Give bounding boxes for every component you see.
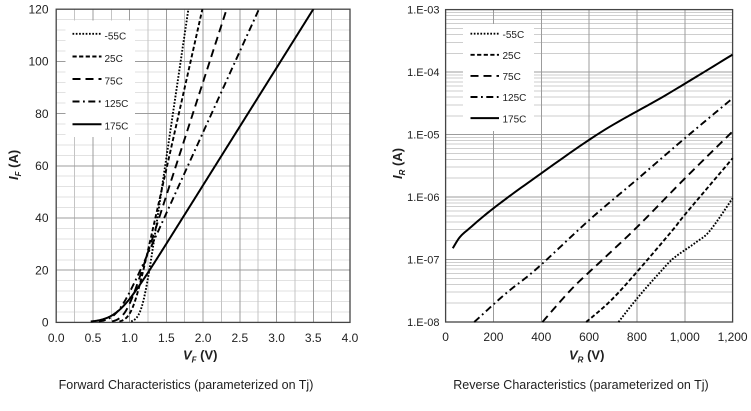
svg-text:200: 200 xyxy=(483,330,503,344)
svg-text:-55C: -55C xyxy=(105,31,127,42)
svg-text:3.5: 3.5 xyxy=(305,331,322,345)
svg-text:1,200: 1,200 xyxy=(718,330,748,344)
svg-text:VF (V): VF (V) xyxy=(183,348,218,365)
svg-text:80: 80 xyxy=(35,107,49,121)
svg-text:-55C: -55C xyxy=(503,30,525,41)
svg-text:4.0: 4.0 xyxy=(342,331,359,345)
svg-text:400: 400 xyxy=(531,330,551,344)
svg-text:3.0: 3.0 xyxy=(268,331,285,345)
svg-text:0: 0 xyxy=(442,330,449,344)
svg-text:800: 800 xyxy=(627,330,647,344)
svg-text:75C: 75C xyxy=(503,72,521,83)
svg-text:1.E-07: 1.E-07 xyxy=(407,255,439,267)
svg-text:125C: 125C xyxy=(105,99,129,110)
svg-text:1.E-05: 1.E-05 xyxy=(407,130,439,142)
svg-text:VR (V): VR (V) xyxy=(569,348,604,365)
svg-text:1.0: 1.0 xyxy=(121,331,138,345)
svg-text:IR (A): IR (A) xyxy=(390,148,407,179)
svg-text:0: 0 xyxy=(42,316,49,330)
svg-text:75C: 75C xyxy=(105,77,123,88)
svg-text:600: 600 xyxy=(579,330,599,344)
svg-text:1.E-04: 1.E-04 xyxy=(407,67,439,79)
svg-text:2.5: 2.5 xyxy=(231,331,248,345)
svg-text:1,000: 1,000 xyxy=(670,330,700,344)
svg-text:175C: 175C xyxy=(503,114,527,125)
svg-text:0.5: 0.5 xyxy=(85,331,102,345)
svg-text:100: 100 xyxy=(28,55,48,69)
svg-text:1.E-03: 1.E-03 xyxy=(407,5,439,17)
svg-text:20: 20 xyxy=(35,263,49,277)
svg-text:25C: 25C xyxy=(503,51,521,62)
svg-text:Reverse Characteristics (param: Reverse Characteristics (parameterized o… xyxy=(453,378,708,392)
svg-text:175C: 175C xyxy=(105,122,129,133)
svg-text:60: 60 xyxy=(35,159,49,173)
svg-text:1.E-08: 1.E-08 xyxy=(407,317,439,329)
svg-text:Forward Characteristics (param: Forward Characteristics (parameterized o… xyxy=(59,378,314,392)
svg-text:40: 40 xyxy=(35,211,49,225)
svg-text:0.0: 0.0 xyxy=(48,331,65,345)
svg-text:1.5: 1.5 xyxy=(158,331,175,345)
svg-text:25C: 25C xyxy=(105,54,123,65)
svg-text:IF (A): IF (A) xyxy=(6,150,23,180)
svg-text:2.0: 2.0 xyxy=(195,331,212,345)
svg-text:120: 120 xyxy=(28,2,48,16)
svg-text:125C: 125C xyxy=(503,93,527,104)
svg-text:1.E-06: 1.E-06 xyxy=(407,192,439,204)
